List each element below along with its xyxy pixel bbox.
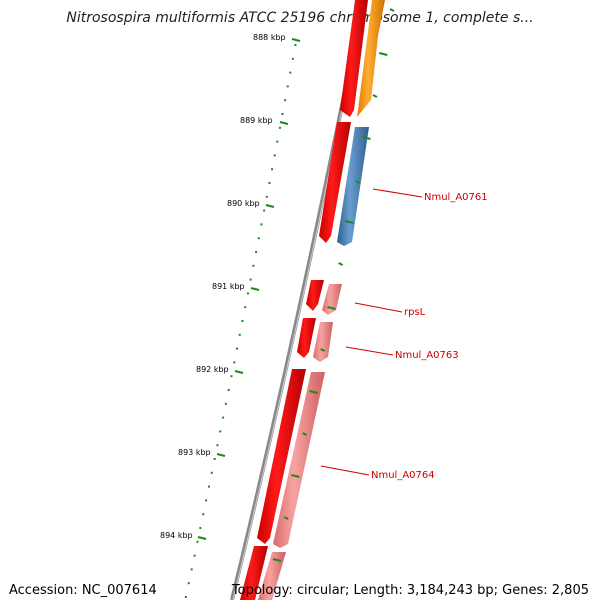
kbp-tick bbox=[197, 536, 207, 540]
gene-label[interactable]: rpsL bbox=[404, 307, 426, 318]
accession-text: Accession: NC_007614 bbox=[9, 583, 157, 598]
gene-feature-blue[interactable] bbox=[337, 127, 369, 246]
kbp-label: 890 kbp bbox=[227, 199, 260, 208]
tick-dot bbox=[222, 416, 225, 419]
strand-tick bbox=[272, 558, 282, 562]
cds-feature[interactable] bbox=[306, 280, 324, 311]
tick-dot bbox=[257, 237, 260, 240]
tick-dot bbox=[268, 182, 271, 184]
tick-dot bbox=[276, 140, 279, 143]
tick-dot bbox=[265, 195, 268, 198]
tick-dot bbox=[278, 126, 281, 129]
gene-feature-pink[interactable] bbox=[258, 552, 286, 600]
tick-dot bbox=[190, 568, 193, 571]
tick-dot bbox=[241, 320, 244, 322]
strand-tick bbox=[379, 52, 388, 56]
strand-tick bbox=[327, 306, 336, 310]
strand-tick bbox=[345, 220, 354, 224]
cds-feature[interactable] bbox=[297, 318, 316, 358]
gene-label-leader bbox=[372, 188, 423, 198]
strand-tick bbox=[309, 390, 318, 394]
kbp-label: 893 kbp bbox=[178, 448, 211, 457]
tick-dot bbox=[202, 513, 205, 516]
tick-dot bbox=[286, 85, 289, 88]
gene-labels[interactable]: Nmul_A0761 rpsL Nmul_A0763 Nmul_A0764 bbox=[320, 188, 488, 481]
kbp-label: 891 kbp bbox=[212, 282, 245, 291]
backbone-line bbox=[230, 29, 359, 600]
strand-tick bbox=[302, 432, 308, 436]
tick-dot bbox=[184, 596, 187, 598]
cds-feature[interactable] bbox=[319, 122, 351, 243]
kbp-tick bbox=[250, 287, 260, 291]
tick-dot bbox=[291, 57, 294, 60]
genome-stats-text: Topology: circular; Length: 3,184,243 bp… bbox=[231, 583, 589, 598]
tick-dot bbox=[210, 471, 213, 474]
gene-label-leader bbox=[345, 346, 394, 356]
tick-dot bbox=[219, 430, 222, 433]
tick-dot bbox=[213, 458, 216, 460]
kbp-tick bbox=[216, 453, 226, 457]
tick-dot bbox=[238, 333, 241, 336]
tick-dot bbox=[294, 44, 297, 46]
kbp-label: 889 kbp bbox=[240, 116, 273, 125]
tick-dot bbox=[199, 527, 202, 529]
tick-dot bbox=[227, 389, 230, 391]
tick-dot bbox=[273, 154, 276, 157]
kbp-label: 892 kbp bbox=[196, 365, 229, 374]
kbp-label: 888 kbp bbox=[253, 33, 286, 42]
tick-dot bbox=[281, 113, 284, 115]
strand-tick bbox=[389, 8, 395, 12]
tick-dot bbox=[196, 540, 199, 543]
tick-dot bbox=[205, 499, 208, 502]
tick-dot bbox=[271, 168, 274, 171]
tick-dot bbox=[187, 582, 190, 585]
tick-dot bbox=[289, 71, 292, 74]
tick-dot bbox=[244, 306, 247, 309]
strand-tick bbox=[320, 348, 326, 352]
tick-dot bbox=[236, 347, 239, 350]
tick-dot bbox=[263, 209, 266, 212]
gene-feature-pink[interactable] bbox=[313, 322, 333, 362]
tick-dot bbox=[193, 554, 196, 557]
tick-dot bbox=[260, 223, 263, 226]
strand-tick bbox=[283, 516, 289, 520]
tick-dot bbox=[224, 402, 227, 405]
tick-dot bbox=[207, 485, 210, 488]
tick-dot bbox=[233, 361, 236, 364]
kbp-tick bbox=[265, 204, 275, 208]
kbp-tick bbox=[279, 121, 289, 125]
tick-dot bbox=[252, 264, 255, 267]
gene-features[interactable] bbox=[240, 0, 385, 600]
kbp-label: 894 kbp bbox=[160, 531, 193, 540]
gene-label-leader bbox=[320, 465, 370, 476]
gene-label[interactable]: Nmul_A0764 bbox=[371, 470, 435, 481]
tick-dot bbox=[284, 99, 287, 102]
gene-label-leader bbox=[354, 302, 403, 313]
cds-feature[interactable] bbox=[257, 369, 306, 544]
gene-label[interactable]: Nmul_A0763 bbox=[395, 350, 459, 361]
strand-tick bbox=[362, 136, 371, 140]
tick-dot bbox=[230, 375, 233, 378]
gene-feature-orange[interactable] bbox=[357, 0, 385, 117]
strand-tick bbox=[372, 94, 378, 98]
strand-tick bbox=[355, 180, 361, 184]
tick-dot bbox=[249, 278, 252, 281]
gene-label[interactable]: Nmul_A0761 bbox=[424, 192, 488, 203]
strand-tick bbox=[291, 474, 300, 478]
gene-feature-pink[interactable] bbox=[322, 284, 342, 315]
tick-dot bbox=[246, 292, 249, 295]
kbp-tick bbox=[291, 38, 301, 42]
strand-tick bbox=[338, 262, 344, 266]
major-ticks: 888 kbp 889 kbp 890 kbp 891 kbp 892 kbp 893 k… bbox=[160, 33, 301, 540]
cds-feature[interactable] bbox=[240, 546, 268, 600]
tick-dots bbox=[184, 44, 297, 598]
map-title: Nitrosospira multiformis ATCC 25196 chro… bbox=[66, 10, 534, 26]
strand-tick-marks bbox=[272, 8, 395, 562]
kbp-tick bbox=[234, 370, 244, 374]
tick-dot bbox=[255, 251, 258, 253]
tick-dot bbox=[216, 444, 219, 447]
gene-feature-pink[interactable] bbox=[273, 372, 325, 548]
cds-feature[interactable] bbox=[340, 0, 368, 117]
